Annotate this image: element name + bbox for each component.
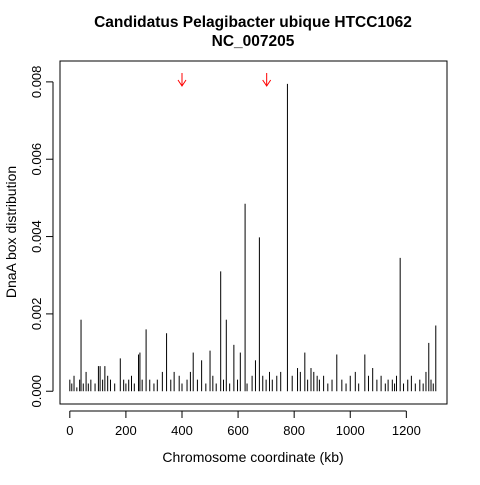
y-tick-label: 0.002 <box>29 298 44 331</box>
arrow-markers <box>177 73 272 87</box>
x-tick-label: 1200 <box>392 423 421 438</box>
x-tick-label: 1000 <box>336 423 365 438</box>
x-tick-label: 800 <box>283 423 305 438</box>
y-axis: 0.000 0.002 0.004 0.006 0.008 <box>29 66 54 408</box>
x-axis-label: Chromosome coordinate (kb) <box>162 449 343 465</box>
plot-frame <box>59 60 448 405</box>
y-tick-label: 0.006 <box>29 143 44 176</box>
x-tick-label: 400 <box>171 423 193 438</box>
x-axis: 0 200 400 600 800 1000 1200 <box>66 410 421 438</box>
y-tick-label: 0.008 <box>29 66 44 99</box>
x-tick-label: 600 <box>227 423 249 438</box>
y-axis-label: DnaA box distribution <box>3 166 19 298</box>
arrow-marker-icon <box>262 73 272 87</box>
y-tick-label: 0.004 <box>29 220 44 253</box>
x-tick-label: 0 <box>66 423 73 438</box>
arrow-marker-icon <box>177 73 187 87</box>
bar-series <box>69 83 437 392</box>
chart-title: Candidatus Pelagibacter ubique HTCC1062 <box>94 14 412 31</box>
y-tick-label: 0.000 <box>29 375 44 408</box>
x-tick-label: 200 <box>115 423 137 438</box>
chart-subtitle: NC_007205 <box>212 33 295 50</box>
